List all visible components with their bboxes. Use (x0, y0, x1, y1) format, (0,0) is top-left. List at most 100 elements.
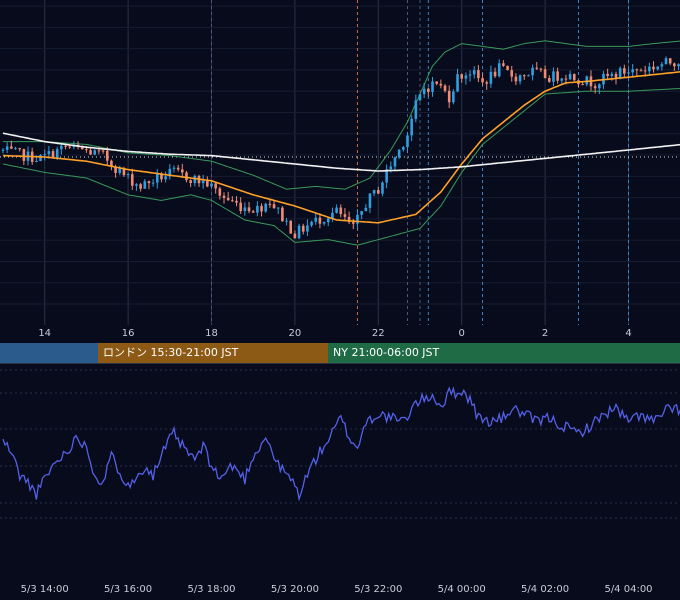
candle-body (660, 64, 664, 67)
candle-body (431, 81, 434, 92)
candle-body (397, 149, 401, 158)
session-newyork-label: NY 21:00-06:00 JST (333, 346, 440, 359)
candle-body (402, 147, 405, 150)
candle-body (427, 88, 430, 92)
candle-body (272, 204, 276, 209)
candle-body (422, 88, 426, 95)
candle-body (264, 203, 268, 212)
candle-body (368, 193, 372, 208)
hour-tick-label: 16 (121, 328, 135, 339)
candle-body (251, 211, 255, 213)
candle-body (306, 225, 309, 232)
candle-body (322, 222, 326, 224)
candle-body (189, 180, 192, 184)
candle-body (151, 182, 155, 184)
candle-body (122, 168, 126, 176)
candle-body (85, 149, 88, 151)
candle-body (314, 217, 318, 222)
oscillator-panel (0, 363, 680, 578)
candle-body (35, 161, 38, 163)
candle-body (351, 222, 355, 224)
candle-body (155, 173, 159, 183)
candle-body (343, 214, 347, 217)
candle-body (335, 207, 338, 213)
candle-body (468, 74, 472, 76)
candle-body (143, 181, 147, 189)
candle-body (68, 146, 72, 148)
candle-body (518, 75, 522, 82)
candle-body (447, 90, 451, 103)
candle-body (527, 75, 530, 77)
candle-body (206, 180, 209, 187)
candle-body (531, 67, 534, 76)
candle-body (293, 233, 297, 239)
candle-body (614, 73, 618, 79)
session-london-label: ロンドン 15:30-21:00 JST (103, 346, 239, 359)
candle-body (677, 64, 680, 67)
date-tick-label: 5/3 18:00 (187, 584, 236, 595)
hour-tick-label: 18 (205, 328, 218, 339)
bollinger-lower-line (2, 88, 680, 246)
date-tick-label: 5/4 04:00 (604, 584, 653, 595)
candle-body (105, 150, 109, 161)
long-moving-average-line (2, 132, 680, 172)
candle-body (356, 214, 359, 224)
price-candlestick-chart (0, 0, 680, 325)
candle-body (585, 76, 589, 85)
candle-body (452, 91, 455, 103)
candle-body (318, 217, 322, 224)
hour-axis: 14 16 18 20 22 0 2 4 (0, 325, 680, 343)
candle-body (347, 216, 351, 223)
candle-body (130, 174, 134, 186)
candle-body (673, 63, 676, 67)
candle-body (643, 70, 647, 72)
market-session-bar: ロンドン 15:30-21:00 JST NY 21:00-06:00 JST (0, 343, 680, 363)
oscillator-line (2, 386, 680, 502)
candle-body (389, 166, 393, 170)
date-tick-label: 5/3 22:00 (354, 584, 403, 595)
candle-body (610, 73, 614, 76)
candle-body (360, 211, 363, 215)
candle-body (506, 65, 509, 71)
candle-body (310, 221, 313, 226)
candle-body (176, 167, 180, 170)
hour-tick-label: 0 (458, 328, 465, 339)
candle-body (218, 188, 222, 196)
candle-body (126, 174, 130, 176)
oscillator-background (0, 363, 680, 578)
candle-body (118, 168, 122, 173)
candle-body (560, 78, 564, 81)
candle-body (464, 75, 468, 79)
candle-body (168, 168, 172, 177)
candle-body (493, 71, 497, 77)
candle-body (285, 220, 288, 222)
candle-body (460, 74, 463, 79)
candle-body (543, 69, 547, 79)
candle-body (281, 207, 284, 222)
candle-body (514, 76, 518, 82)
candle-body (214, 183, 217, 189)
candle-body (364, 207, 368, 212)
candle-body (226, 197, 230, 201)
candle-body (22, 149, 26, 161)
candle-body (418, 94, 422, 101)
candle-body (43, 154, 46, 156)
session-newyork: NY 21:00-06:00 JST (328, 343, 680, 363)
date-tick-label: 5/3 20:00 (270, 584, 319, 595)
candle-body (139, 184, 142, 189)
candle-body (231, 200, 234, 202)
candle-body (222, 195, 226, 198)
candle-body (247, 207, 251, 212)
candle-body (147, 181, 151, 184)
candle-body (648, 66, 651, 72)
candle-body (668, 58, 672, 64)
short-moving-average-line (2, 71, 680, 224)
candle-body (502, 63, 505, 66)
candle-body (410, 118, 413, 136)
candle-body (618, 68, 622, 79)
candle-body (64, 145, 67, 147)
candle-body (381, 182, 384, 194)
date-tick-label: 5/4 02:00 (521, 584, 570, 595)
candle-body (489, 71, 493, 84)
candle-body (326, 218, 330, 223)
